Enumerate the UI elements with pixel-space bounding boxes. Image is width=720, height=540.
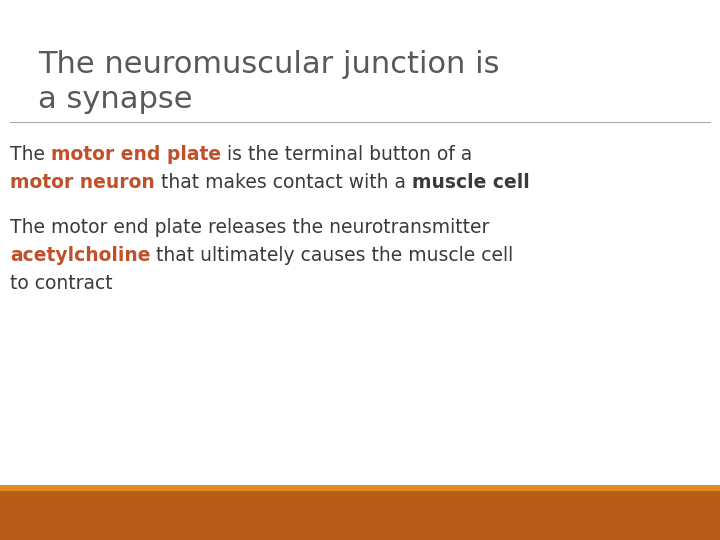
Text: motor end plate: motor end plate (51, 145, 221, 164)
Text: that ultimately causes the muscle cell: that ultimately causes the muscle cell (150, 246, 514, 265)
Bar (0, 491, 720, 540)
Bar (0, 485, 720, 491)
Text: The: The (10, 145, 51, 164)
Text: to contract: to contract (10, 274, 112, 293)
Text: motor neuron: motor neuron (10, 173, 155, 192)
Text: is the terminal button of a: is the terminal button of a (221, 145, 472, 164)
Text: a synapse: a synapse (38, 85, 192, 114)
Text: muscle cell: muscle cell (412, 173, 529, 192)
Text: The motor end plate releases the neurotransmitter: The motor end plate releases the neurotr… (10, 218, 490, 237)
Text: acetylcholine: acetylcholine (10, 246, 150, 265)
Text: that makes contact with a: that makes contact with a (155, 173, 412, 192)
Text: The neuromuscular junction is: The neuromuscular junction is (38, 50, 500, 79)
